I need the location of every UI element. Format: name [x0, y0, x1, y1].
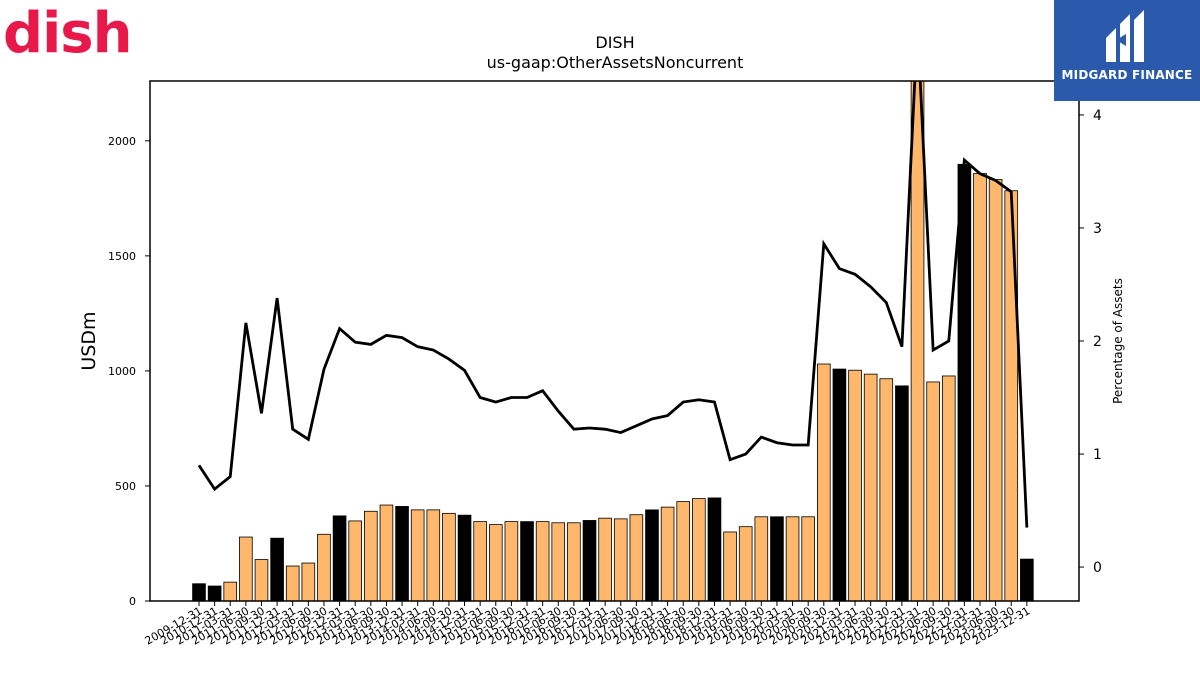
bar	[364, 510, 378, 601]
bar	[817, 363, 831, 601]
bar	[957, 163, 972, 601]
y2-tick-label: 3	[1093, 221, 1102, 237]
bar	[723, 531, 737, 601]
bar	[910, 81, 925, 601]
bar	[832, 368, 847, 601]
bar	[973, 173, 987, 601]
bar	[676, 501, 691, 601]
bar	[1004, 190, 1019, 601]
y-tick-label: 1500	[108, 250, 136, 263]
bar	[223, 581, 238, 601]
plot-frame	[149, 80, 1080, 602]
dish-logo: dish	[0, 0, 140, 66]
bar	[895, 385, 909, 601]
bar	[567, 522, 581, 601]
bar	[582, 520, 597, 601]
bar	[410, 509, 425, 601]
y2-tick-label: 1	[1093, 447, 1102, 463]
bar	[754, 516, 769, 601]
bar	[488, 524, 503, 601]
bar	[457, 514, 472, 601]
chart-title: DISH	[595, 33, 634, 52]
bar	[301, 562, 316, 601]
midgard-finance-logo: MIDGARD FINANCE	[1054, 0, 1200, 101]
y2-tick-label: 4	[1093, 108, 1102, 124]
y2-tick-label: 0	[1093, 560, 1102, 576]
bar	[207, 585, 222, 601]
bar	[442, 512, 456, 601]
bar	[379, 504, 394, 601]
y-tick-label: 2000	[108, 135, 136, 148]
bar	[598, 517, 612, 601]
y-tick-label: 0	[129, 595, 136, 608]
bar	[707, 497, 722, 601]
y-tick-label: 1000	[108, 365, 136, 378]
bar	[192, 583, 206, 601]
bar	[863, 373, 878, 601]
midgard-mark-icon	[1106, 10, 1144, 62]
bar	[254, 559, 269, 601]
bar	[692, 498, 706, 601]
bar	[879, 378, 894, 601]
bar	[1020, 558, 1034, 601]
bar	[535, 521, 550, 601]
bar	[645, 509, 659, 601]
bar	[285, 565, 300, 601]
bar	[613, 518, 628, 601]
bar	[332, 515, 347, 601]
bar	[473, 521, 487, 601]
bar	[770, 516, 784, 601]
bar	[317, 533, 331, 601]
bar	[926, 381, 940, 601]
bar	[941, 375, 956, 601]
chart-subtitle: us-gaap:OtherAssetsNoncurrent	[487, 53, 744, 72]
bar	[551, 522, 566, 601]
bar	[270, 537, 284, 601]
y-axis-label: USDm	[78, 311, 100, 370]
percentage-line	[197, 81, 1029, 528]
bar	[988, 179, 1003, 601]
bar	[629, 514, 644, 601]
bar	[239, 536, 253, 601]
bar	[504, 521, 519, 601]
bar	[426, 509, 441, 601]
line-group	[197, 81, 1029, 528]
bar	[848, 369, 862, 601]
bar	[520, 521, 534, 601]
bar	[785, 516, 800, 601]
y-tick-label: 500	[115, 480, 136, 493]
midgard-logo-text: MIDGARD FINANCE	[1061, 68, 1193, 82]
y2-axis-label: Percentage of Assets	[1111, 278, 1125, 404]
bar	[348, 520, 362, 601]
y2-tick-label: 2	[1093, 334, 1102, 350]
bar-group	[192, 81, 1034, 601]
bar	[801, 516, 815, 601]
dish-logo-text: dish	[3, 1, 131, 64]
bar	[395, 506, 409, 601]
bar	[660, 506, 675, 601]
bar	[738, 526, 753, 601]
